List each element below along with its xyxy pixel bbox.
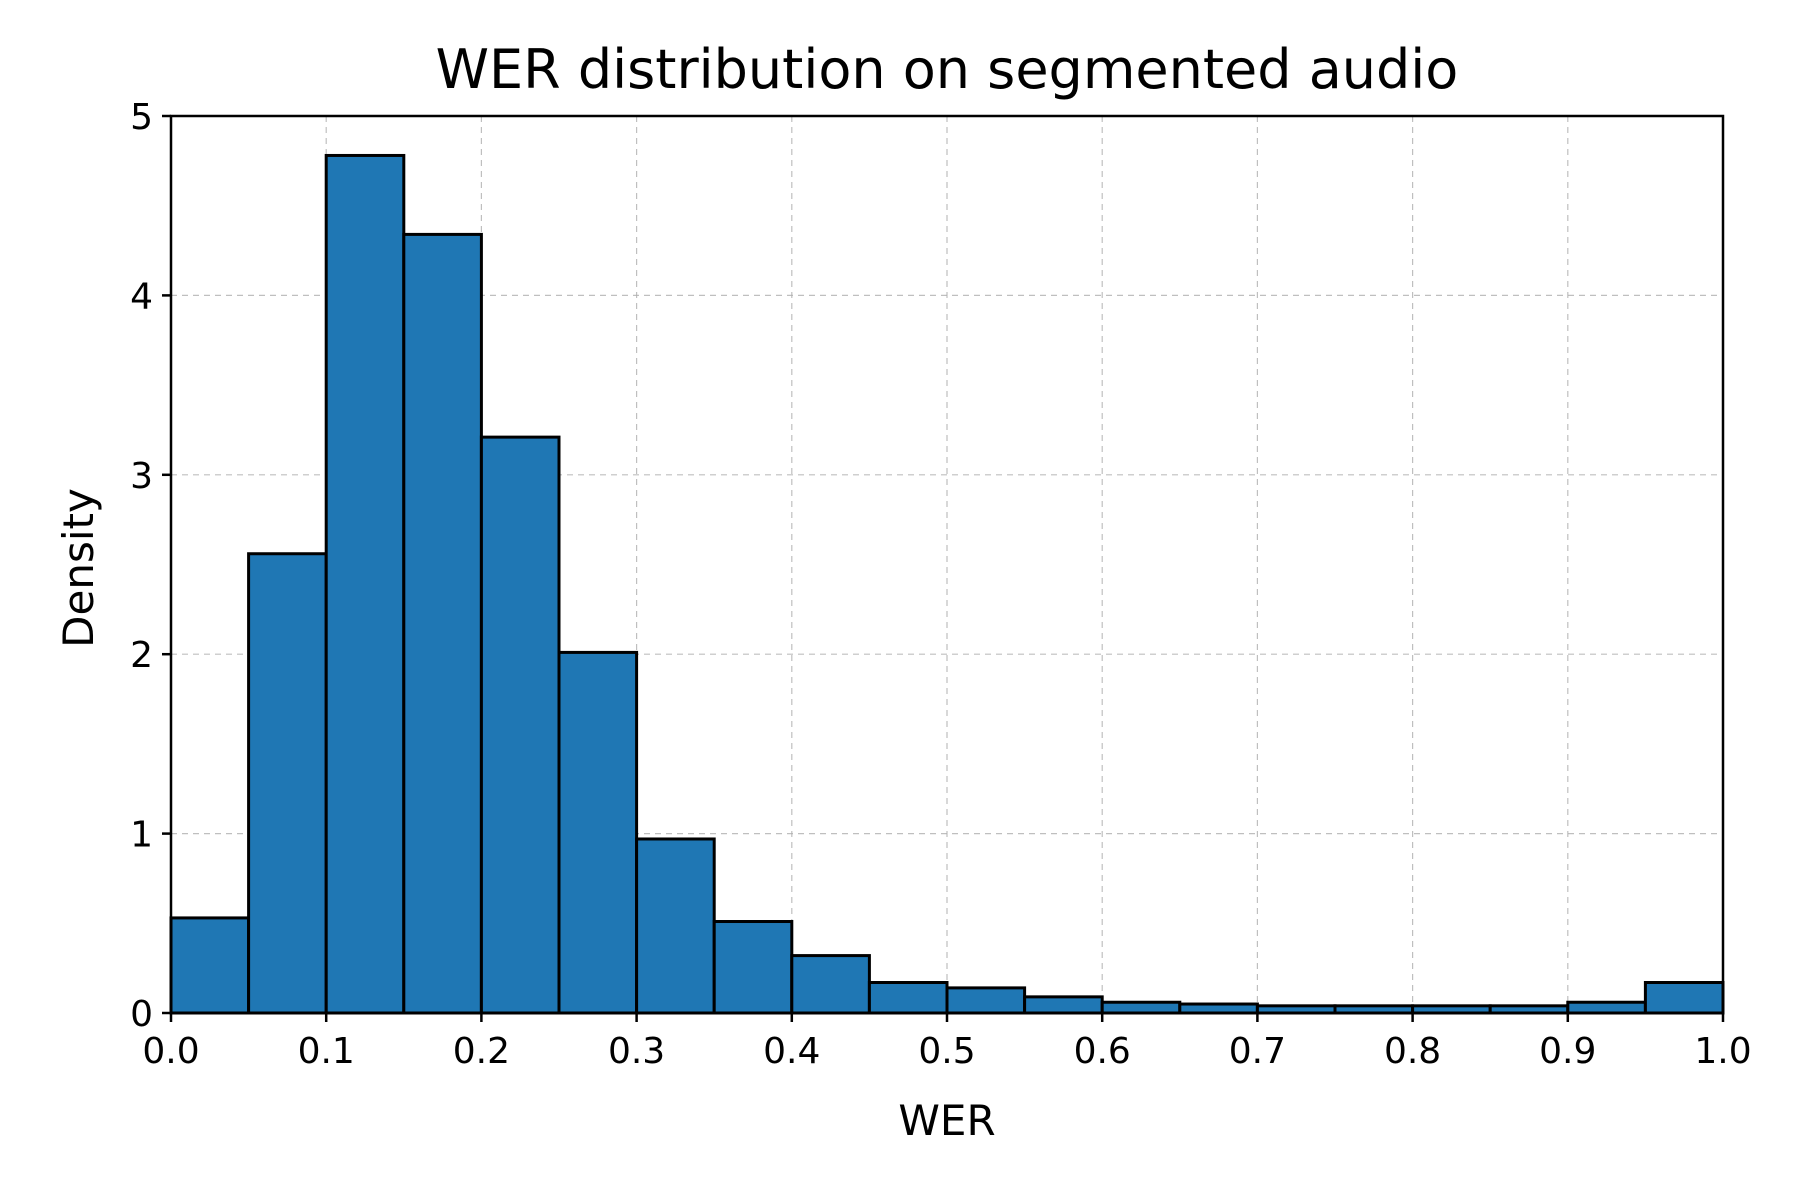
x-tick-label: 0.8 (1384, 1031, 1441, 1072)
histogram-bar (1643, 981, 1725, 1015)
y-tick-label: 3 (130, 456, 153, 497)
histogram-bar (324, 153, 406, 1015)
histogram-bar (402, 232, 483, 1015)
x-tick-label: 0.5 (918, 1031, 975, 1072)
y-tick-label: 1 (130, 815, 153, 856)
histogram-bar (1023, 995, 1104, 1015)
histogram-bar (712, 920, 794, 1015)
x-tick-label: 0.3 (608, 1031, 665, 1072)
histogram-bar (1100, 1000, 1182, 1015)
x-tick-label: 0.1 (298, 1031, 355, 1072)
histogram-bar (945, 986, 1027, 1015)
x-tick-label: 0.4 (763, 1031, 820, 1072)
histogram-bar (247, 552, 328, 1015)
x-axis-label: WER (898, 1096, 995, 1145)
x-axis-ticks: 0.0 0.1 0.2 0.3 0.4 0.5 0.6 0.7 0.8 0.9 1.0 (142, 1013, 1752, 1072)
y-tick-label: 0 (130, 994, 153, 1035)
y-axis-ticks: 0 1 2 3 4 5 (130, 97, 171, 1035)
x-tick-label: 1.0 (1694, 1031, 1751, 1072)
y-tick-label: 4 (130, 276, 153, 317)
x-tick-label: 0.2 (453, 1031, 510, 1072)
x-tick-label: 0.0 (142, 1031, 199, 1072)
histogram-bar (1566, 1000, 1647, 1015)
x-tick-label: 0.9 (1539, 1031, 1596, 1072)
y-axis-label: Density (54, 488, 103, 648)
y-tick-label: 5 (130, 97, 153, 138)
histogram-bar (169, 916, 251, 1015)
histogram-bar (557, 650, 639, 1015)
histogram-bar (867, 981, 949, 1015)
chart-title: WER distribution on segmented audio (436, 38, 1459, 101)
x-tick-label: 0.6 (1074, 1031, 1131, 1072)
y-tick-label: 2 (130, 635, 153, 676)
histogram-bar (635, 837, 716, 1015)
histogram-bar (790, 954, 871, 1015)
histogram-bars (169, 153, 1725, 1015)
x-tick-label: 0.7 (1229, 1031, 1286, 1072)
histogram-bar (479, 435, 561, 1015)
histogram-bar (1178, 1002, 1259, 1015)
